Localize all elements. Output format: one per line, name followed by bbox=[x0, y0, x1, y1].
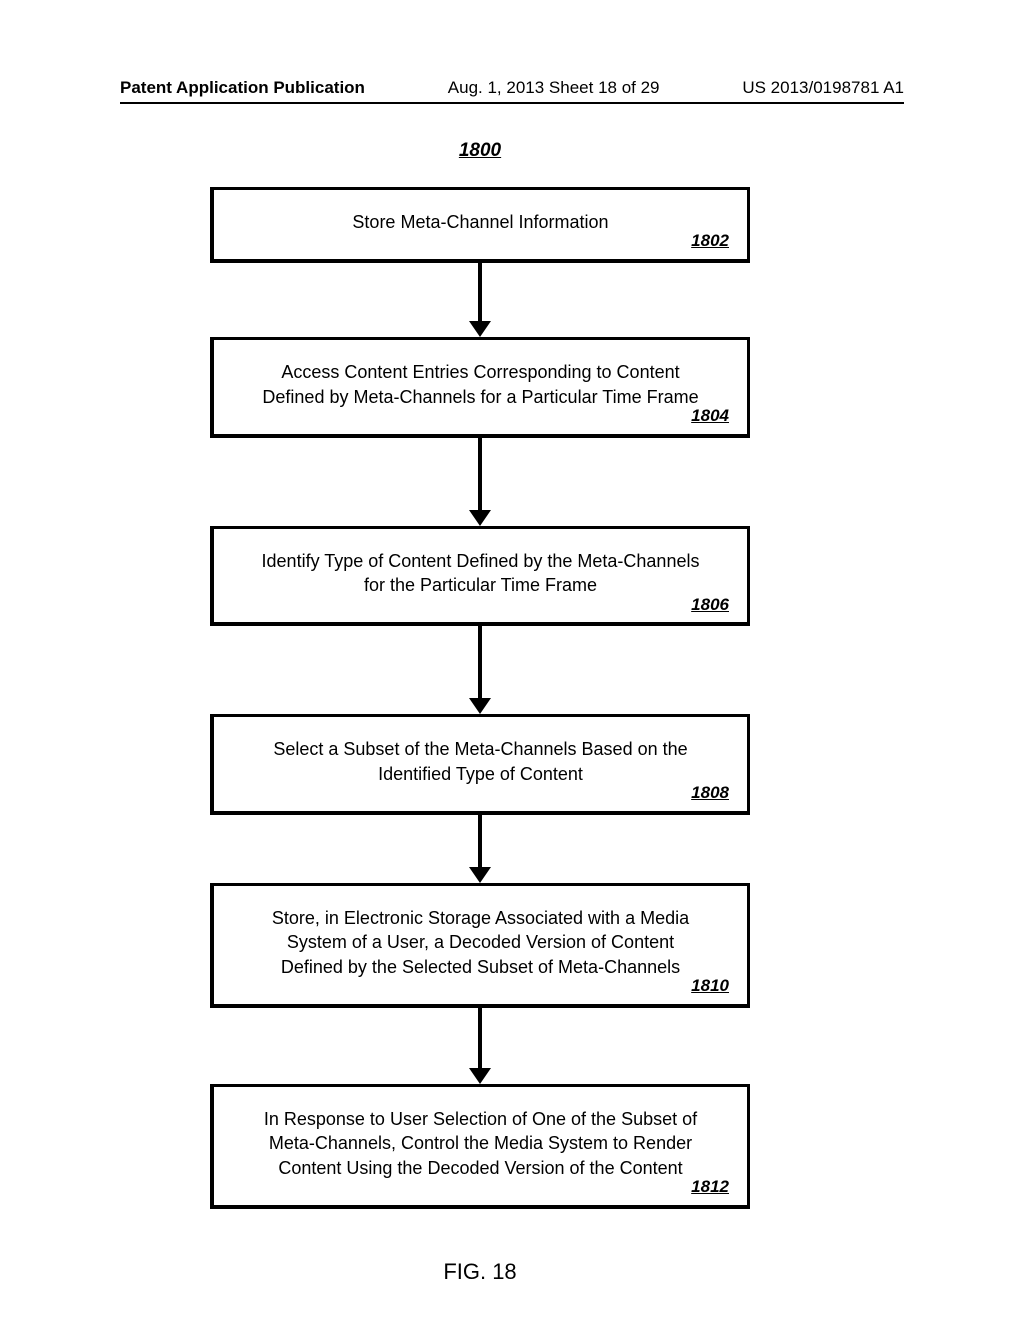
step-ref: 1806 bbox=[691, 594, 729, 617]
flow-arrow bbox=[210, 438, 750, 526]
flow-step: Select a Subset of the Meta-Channels Bas… bbox=[210, 714, 750, 815]
arrow-head-icon bbox=[469, 510, 491, 526]
flow-arrow bbox=[210, 815, 750, 883]
header-left: Patent Application Publication bbox=[120, 78, 365, 98]
flow-arrow bbox=[210, 1008, 750, 1084]
flow-arrow bbox=[210, 626, 750, 714]
arrow-head-icon bbox=[469, 1068, 491, 1084]
step-ref: 1802 bbox=[691, 230, 729, 253]
page-header: Patent Application Publication Aug. 1, 2… bbox=[0, 78, 1024, 98]
header-center: Aug. 1, 2013 Sheet 18 of 29 bbox=[448, 78, 660, 98]
step-ref: 1810 bbox=[691, 975, 729, 998]
arrow-line bbox=[478, 626, 482, 698]
step-ref: 1804 bbox=[691, 405, 729, 428]
figure-caption: FIG. 18 bbox=[443, 1259, 516, 1285]
step-ref: 1808 bbox=[691, 782, 729, 805]
step-text: Identify Type of Content Defined by the … bbox=[254, 549, 707, 598]
arrow-head-icon bbox=[469, 698, 491, 714]
flow-step: Store Meta-Channel Information1802 bbox=[210, 187, 750, 263]
arrow-head-icon bbox=[469, 321, 491, 337]
arrow-line bbox=[478, 815, 482, 867]
flow-arrow bbox=[210, 263, 750, 337]
step-ref: 1812 bbox=[691, 1176, 729, 1199]
flow-step: In Response to User Selection of One of … bbox=[210, 1084, 750, 1209]
arrow-line bbox=[478, 1008, 482, 1068]
flow-step: Identify Type of Content Defined by the … bbox=[210, 526, 750, 627]
figure-number: 1800 bbox=[459, 140, 501, 162]
arrow-line bbox=[478, 438, 482, 510]
step-text: Access Content Entries Corresponding to … bbox=[254, 360, 707, 409]
arrow-head-icon bbox=[469, 867, 491, 883]
step-text: In Response to User Selection of One of … bbox=[254, 1107, 707, 1180]
arrow-line bbox=[478, 263, 482, 321]
flowchart: 1800 Store Meta-Channel Information1802 A… bbox=[200, 140, 760, 1285]
header-rule bbox=[120, 102, 904, 104]
flow-step: Store, in Electronic Storage Associated … bbox=[210, 883, 750, 1008]
flow-step: Access Content Entries Corresponding to … bbox=[210, 337, 750, 438]
step-text: Store, in Electronic Storage Associated … bbox=[254, 906, 707, 979]
header-right: US 2013/0198781 A1 bbox=[742, 78, 904, 98]
step-text: Store Meta-Channel Information bbox=[254, 210, 707, 234]
step-text: Select a Subset of the Meta-Channels Bas… bbox=[254, 737, 707, 786]
steps-container: Store Meta-Channel Information1802 Access… bbox=[210, 187, 750, 1209]
